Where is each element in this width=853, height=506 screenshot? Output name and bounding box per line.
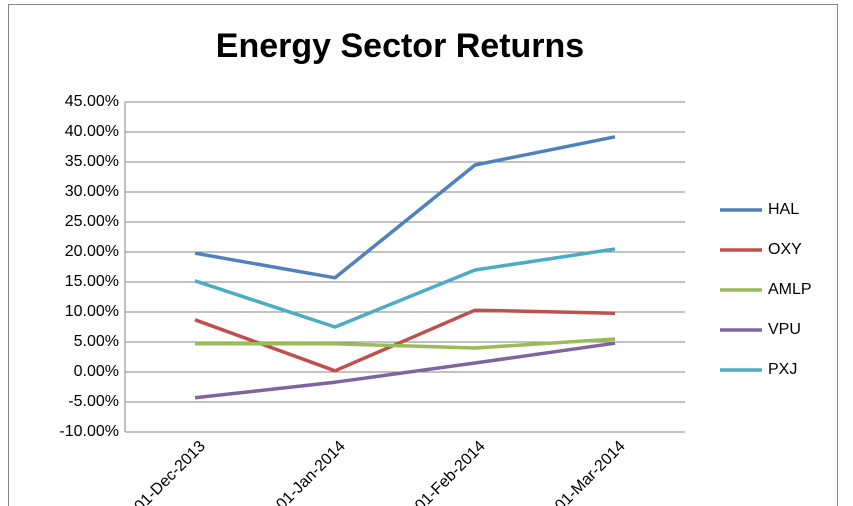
chart-title: Energy Sector Returns [216,27,584,65]
line-series [194,247,616,329]
legend-label: AMLP [768,281,812,298]
y-tick-label: 40.00% [65,123,119,140]
y-tick-label: -10.00% [59,423,119,440]
y-tick-label: -5.00% [68,393,119,410]
y-tick-label: 0.00% [74,363,119,380]
y-tick-label: 45.00% [65,93,119,110]
line-series [194,135,616,280]
y-tick-label: 30.00% [65,183,119,200]
legend-label: PXJ [768,361,797,378]
y-tick-label: 25.00% [65,213,119,230]
y-tick-label: 20.00% [65,243,119,260]
line-series [194,341,616,400]
y-tick-label: 10.00% [65,303,119,320]
line-series [195,337,616,350]
y-tick-label: 35.00% [65,153,119,170]
legend-label: OXY [768,241,802,258]
y-tick-label: 5.00% [74,333,119,350]
chart-frame [8,4,838,506]
legend-label: HAL [768,201,799,218]
legend-label: VPU [768,321,801,338]
y-tick-label: 15.00% [65,273,119,290]
